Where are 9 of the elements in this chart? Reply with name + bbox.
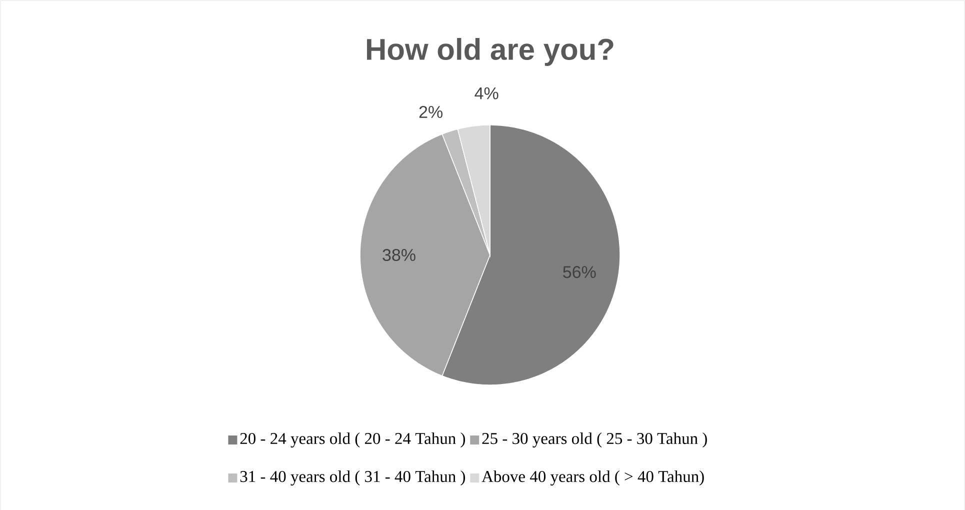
data-label: 4% bbox=[474, 87, 498, 100]
legend-label: 31 - 40 years old ( 31 - 40 Tahun ) bbox=[240, 470, 466, 486]
legend-label: 25 - 30 years old ( 25 - 30 Tahun ) bbox=[482, 432, 707, 448]
legend-label: 20 - 24 years old ( 20 - 24 Tahun ) bbox=[240, 432, 466, 448]
chart-title: How old are you? bbox=[367, 38, 614, 66]
data-label: 38% bbox=[382, 248, 416, 261]
data-label: 2% bbox=[419, 106, 442, 118]
data-label: 56% bbox=[563, 266, 596, 278]
legend-label: Above 40 years old ( > 40 Tahun) bbox=[482, 470, 704, 486]
